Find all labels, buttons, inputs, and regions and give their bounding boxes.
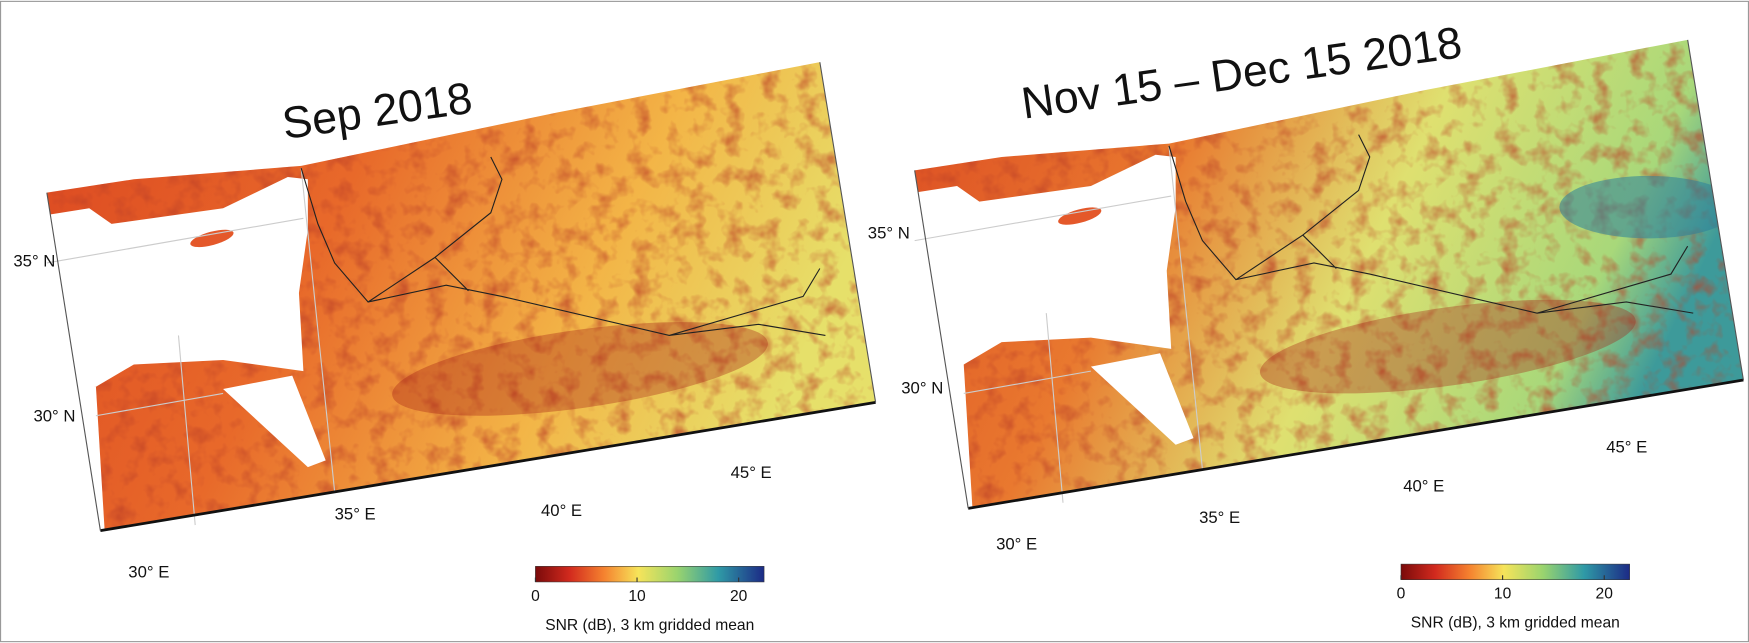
- red-sea: [1090, 353, 1194, 445]
- colorbar-tick-label: 0: [531, 588, 540, 605]
- border: [300, 156, 826, 337]
- dry-band: [1259, 299, 1636, 394]
- sea: [914, 154, 1176, 365]
- map-edge: [100, 400, 876, 533]
- map-edge: [914, 39, 1744, 509]
- outside: [912, 357, 973, 512]
- colorbar: [1400, 563, 1630, 581]
- border: [1168, 134, 1694, 314]
- lon-label: 35° E: [335, 504, 376, 523]
- map-edge: [46, 62, 877, 531]
- colorbar-tick-label: 20: [730, 588, 748, 605]
- sea: [46, 177, 308, 387]
- wet-area: [1559, 175, 1738, 239]
- lon-label: 30° E: [996, 535, 1037, 554]
- cyprus: [1058, 207, 1102, 225]
- lon-label: 45° E: [1606, 438, 1647, 457]
- colorbar-label: SNR (dB), 3 km gridded mean: [545, 617, 754, 634]
- lon-label: 35° E: [1199, 508, 1240, 527]
- lat-label: 30° N: [33, 406, 75, 425]
- lon-label: 45° E: [731, 463, 772, 482]
- grid-line: [914, 145, 1203, 503]
- lon-label: 40° E: [541, 501, 582, 520]
- colorbar-tick-label: 10: [628, 588, 646, 605]
- colorbar-label: SNR (dB), 3 km gridded mean: [1411, 615, 1620, 632]
- colorbar: [535, 566, 765, 583]
- grid-line: [46, 168, 336, 526]
- colorbar-tick-label: 0: [1397, 586, 1406, 603]
- map-edge: [967, 378, 1744, 510]
- outside: [44, 380, 105, 534]
- red-sea: [223, 375, 326, 468]
- lat-label: 35° N: [13, 251, 55, 270]
- lat-label: 30° N: [901, 378, 943, 397]
- dry-band: [392, 322, 768, 416]
- lon-label: 40° E: [1403, 477, 1444, 496]
- lat-label: 35° N: [868, 223, 910, 242]
- cyprus: [190, 229, 234, 248]
- colorbar-tick-label: 10: [1494, 586, 1512, 603]
- lon-label: 30° E: [128, 562, 169, 581]
- colorbar-tick-label: 20: [1596, 586, 1614, 603]
